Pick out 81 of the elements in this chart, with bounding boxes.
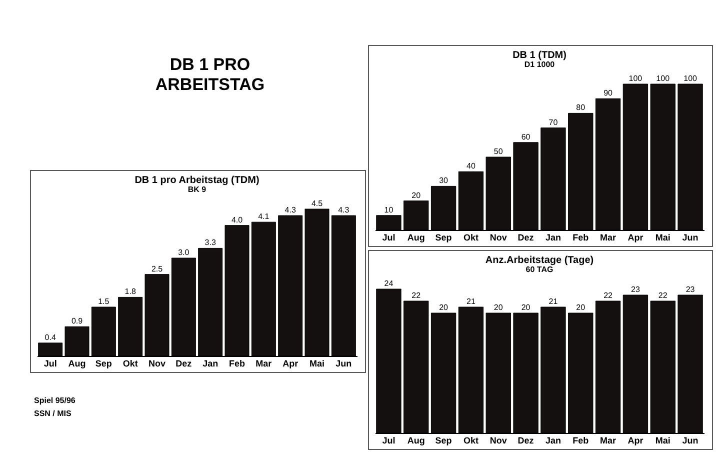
chart-subtitle: BK 9 [188,185,207,194]
x-tick-label: Okt [463,436,478,446]
text: SSN / MIS [34,408,72,420]
x-tick-label: Okt [122,358,138,368]
x-tick-label: Apr [628,232,644,242]
data-label: 80 [576,103,586,112]
data-label: 1.5 [98,297,110,306]
data-label: 4.3 [284,206,296,215]
x-tick-label: Sep [435,232,452,242]
x-tick-label: Jan [545,436,561,446]
chart-title: DB 1 pro Arbeitstag (TDM) [134,175,260,186]
x-tick-label: Jun [682,436,698,446]
x-tick-label: Jan [545,232,561,242]
data-label: 20 [412,190,422,200]
data-label: 4.3 [338,206,350,215]
x-tick-label: Mai [655,436,670,446]
x-tick-label: Feb [572,436,590,446]
data-label: 100 [684,74,698,83]
data-label: 24 [384,279,394,288]
x-tick-label: Mar [600,436,617,446]
data-label: 100 [628,74,643,83]
x-tick-label: Mar [256,358,272,368]
chart-subtitle: D1 1000 [524,60,556,69]
data-label: 40 [466,162,476,171]
x-tick-label: Sep [95,358,112,368]
data-label: 4.5 [311,199,324,208]
x-tick-label: Dez [176,358,192,368]
x-tick-label: Mai [309,358,325,368]
data-label: 3.3 [204,238,216,248]
x-tick-label: Dez [518,436,534,446]
x-tick-label: Aug [407,232,425,242]
data-label: 30 [439,176,449,186]
chart-subtitle: 60 TAG [526,265,554,274]
data-label: 22 [604,291,614,300]
x-tick-label: Apr [282,358,299,368]
data-label: 20 [576,303,586,312]
x-tick-label: Nov [490,232,507,242]
data-label: 21 [548,297,558,306]
x-tick-label: Jun [336,358,352,368]
x-tick-label: Nov [148,358,166,368]
data-label: 20 [494,303,504,312]
data-label: 60 [521,132,531,142]
data-label: 22 [412,291,422,300]
data-label: 23 [686,285,696,294]
data-label: 3.0 [178,248,190,257]
data-label: 4.1 [258,212,270,222]
x-tick-label: Jun [682,232,698,242]
data-label: 10 [384,205,394,214]
data-label: 50 [494,147,504,156]
data-label: 70 [548,118,558,127]
data-label: 20 [439,303,449,312]
x-tick-label: Jul [382,436,396,446]
chart-title: Anz.Arbeitstage (Tage) [485,255,594,266]
x-tick-label: Jul [382,232,396,242]
data-label: 4.0 [231,215,244,224]
x-tick-label: Okt [463,232,478,242]
text: Spiel 95/96 [34,395,76,407]
data-label: 0.9 [71,316,84,326]
x-tick-label: Aug [68,358,86,368]
x-tick-label: Jan [202,358,218,368]
x-tick-label: Dez [518,232,534,242]
data-label: 21 [466,297,476,306]
x-tick-label: Mar [600,232,617,242]
data-label: 23 [631,285,640,294]
x-tick-label: Feb [572,232,590,242]
data-label: 22 [658,291,668,300]
x-tick-label: Nov [490,436,507,446]
text: DB 1 PRO ARBEITSTAG [154,55,266,95]
x-tick-label: Sep [435,436,452,446]
data-label: 0.4 [44,332,56,342]
x-tick-label: Mai [655,232,670,242]
x-tick-label: Jul [44,358,57,368]
x-tick-label: Apr [628,436,644,446]
chart-title: DB 1 (TDM) [512,50,566,61]
data-label: 2.5 [151,264,164,274]
data-label: 90 [604,88,614,98]
x-tick-label: Feb [228,358,246,368]
data-label: 20 [521,303,531,312]
x-tick-label: Aug [407,436,425,446]
data-label: 100 [656,74,670,83]
data-label: 1.8 [124,287,136,296]
